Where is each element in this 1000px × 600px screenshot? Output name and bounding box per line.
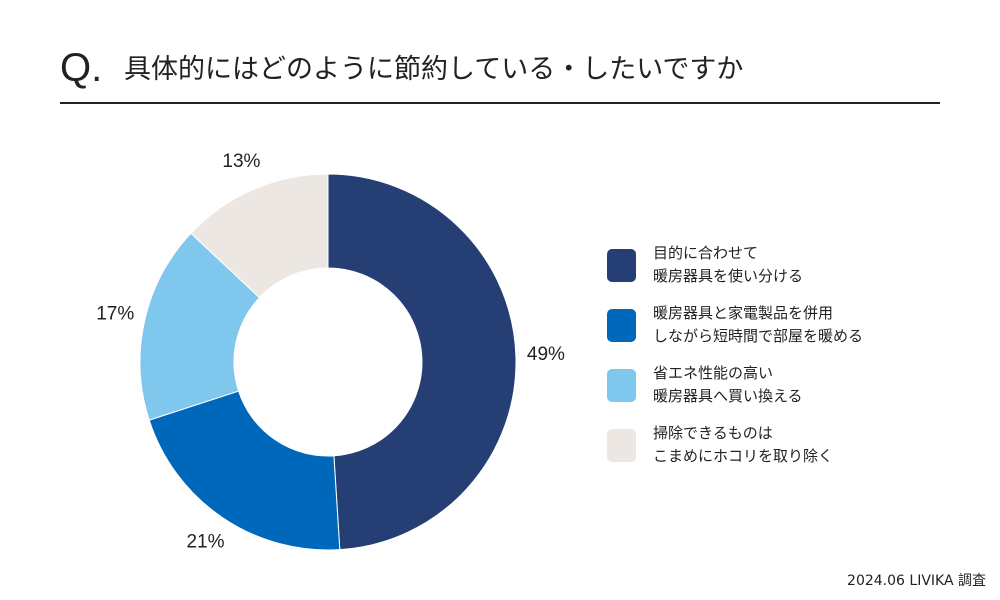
legend-swatch-3 [607,369,636,402]
legend-label-line: 掃除できるものは [653,424,773,442]
legend-label-line: 暖房器具を使い分ける [653,267,804,285]
slice-value-label-2: 21% [186,531,224,552]
legend-item-1: 目的に合わせて暖房器具を使い分ける [607,242,987,302]
donut-slice-2 [148,390,341,551]
chart-legend: 目的に合わせて暖房器具を使い分ける暖房器具と家電製品を併用しながら短時間で部屋を… [607,242,987,482]
legend-label-line: 省エネ性能の高い [653,364,774,382]
slice-value-label-4: 13% [222,151,260,172]
question-mark: Q. [60,46,103,90]
source-note: 2024.06 LIVIKA 調査 [847,573,986,589]
question-header: Q. 具体的にはどのように節約している・したいですか [60,40,940,104]
legend-swatch-4 [607,429,636,462]
donut-slice-3 [139,232,261,421]
page-title: 具体的にはどのように節約している・したいですか [124,54,744,85]
legend-label-line: 暖房器具と家電製品を併用 [653,304,834,322]
legend-label-4: 掃除できるものはこまめにホコリを取り除く [653,422,833,468]
legend-label-line: 暖房器具へ買い換える [653,387,803,405]
legend-swatch-1 [607,249,636,282]
slice-value-label-1: 49% [527,344,565,365]
legend-label-1: 目的に合わせて暖房器具を使い分ける [653,242,803,288]
legend-label-2: 暖房器具と家電製品を併用しながら短時間で部屋を暖める [653,302,863,348]
donut-slice-4 [190,173,329,299]
legend-label-line: こまめにホコリを取り除く [653,447,834,465]
legend-label-line: しながら短時間で部屋を暖める [653,327,864,345]
legend-label-3: 省エネ性能の高い暖房器具へ買い換える [653,362,803,408]
legend-item-4: 掃除できるものはこまめにホコリを取り除く [607,422,987,482]
legend-item-2: 暖房器具と家電製品を併用しながら短時間で部屋を暖める [607,302,987,362]
legend-swatch-2 [607,309,636,342]
donut-slice-1 [327,173,517,551]
legend-label-line: 目的に合わせて [653,244,759,262]
legend-item-3: 省エネ性能の高い暖房器具へ買い換える [607,362,987,422]
slice-value-label-3: 17% [96,303,134,324]
